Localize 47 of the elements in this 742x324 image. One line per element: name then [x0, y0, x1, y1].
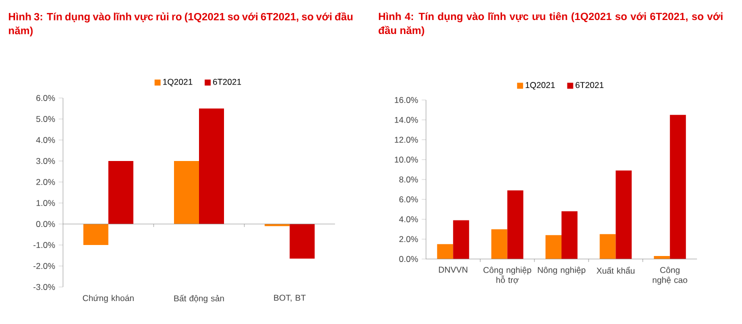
legend-label: 6T2021	[576, 82, 604, 88]
bar	[670, 114, 686, 259]
y-tick-label: 4.0%	[399, 216, 418, 222]
y-tick-label: 1.0%	[36, 200, 55, 206]
bar	[453, 220, 470, 259]
bar	[174, 161, 200, 224]
y-tick-label: 4.0%	[36, 137, 55, 143]
x-tick-label: Nông nghiệp	[538, 266, 586, 275]
x-tick-label: Công nghiệp hỗ trợ	[483, 266, 532, 284]
y-tick-label: 14.0%	[394, 116, 418, 123]
y-tick-label: 2.0%	[36, 179, 55, 185]
bar	[600, 234, 616, 259]
x-tick-label: Bất động sản	[174, 294, 224, 304]
y-tick-label: -2.0%	[33, 263, 55, 269]
y-tick-label: 12.0%	[394, 136, 418, 143]
bar	[562, 211, 578, 259]
legend-label: 1Q2021	[526, 82, 555, 90]
bar	[199, 108, 224, 224]
legend-label: 1Q2021	[163, 78, 192, 86]
x-tick-label: Xuất khẩu	[596, 266, 634, 274]
x-tick-label: Chứng khoán	[82, 294, 134, 303]
chart-title: Hình 3: Tín dụng vào lĩnh vực rủi ro (1Q2021 so với 6T2021, so với đầu năm)	[8, 12, 353, 36]
y-tick-label: 0.0%	[36, 221, 55, 227]
x-tick-label: DNVVN	[438, 266, 468, 273]
y-tick-label: 6.0%	[399, 196, 418, 202]
x-tick-label: BOT, BT	[274, 294, 306, 302]
x-tick-label: Công nghệ cao	[652, 266, 688, 285]
y-tick-label: 5.0%	[36, 116, 55, 122]
bar	[546, 235, 562, 259]
bar	[507, 190, 524, 259]
y-tick-label: -1.0%	[33, 242, 55, 248]
y-tick-label: 6.0%	[36, 95, 55, 101]
bar	[83, 224, 108, 245]
legend-label: 6T2021	[213, 78, 242, 85]
y-tick-label: 2.0%	[399, 236, 418, 242]
bar	[108, 161, 134, 224]
y-tick-label: 8.0%	[399, 176, 418, 182]
y-tick-label: 10.0%	[394, 156, 418, 163]
y-tick-label: -3.0%	[33, 284, 55, 290]
chart-title: Hình 4: Tín dụng vào lĩnh vực ưu tiên (1Q2021 so với 6T2021, so với đầu năm)	[378, 12, 722, 36]
y-tick-label: 3.0%	[36, 158, 55, 164]
y-tick-label: 0.0%	[399, 256, 418, 262]
bar	[437, 244, 454, 259]
bar	[616, 170, 632, 259]
bar	[491, 229, 508, 259]
y-tick-label: 16.0%	[394, 97, 418, 103]
bar	[290, 224, 315, 259]
